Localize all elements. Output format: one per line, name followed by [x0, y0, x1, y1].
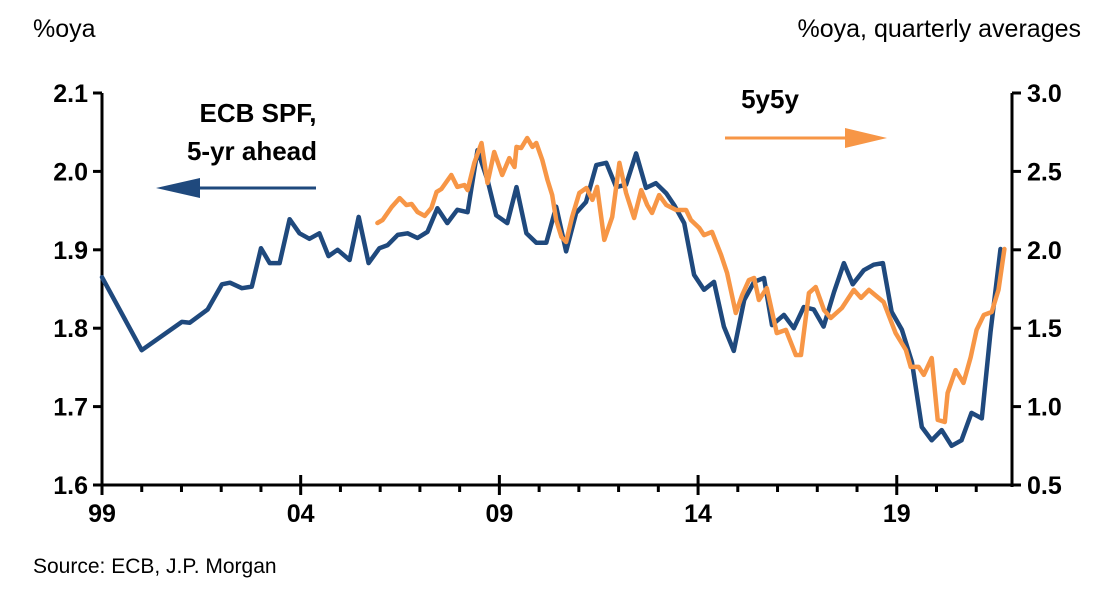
left-tick-label: 1.6: [53, 472, 88, 500]
left-tick-label: 2.1: [53, 80, 88, 108]
x-tick-label: 04: [287, 500, 315, 528]
series-line-5y5y: [375, 135, 1007, 425]
annotation-spf-line1: ECB SPF,: [199, 98, 316, 128]
right-tick-label: 2.0: [1027, 237, 1062, 265]
annotation-5y5y-arrow-head: [845, 128, 887, 148]
right-axis-unit: %oya, quarterly averages: [798, 15, 1081, 43]
x-tick-label: 19: [883, 500, 911, 528]
left-tick-label: 1.8: [53, 315, 88, 343]
right-tick-label: 1.0: [1027, 394, 1062, 422]
right-tick-label: 2.5: [1027, 158, 1062, 186]
right-tick-label: 0.5: [1027, 472, 1062, 500]
x-tick-label: 14: [684, 500, 712, 528]
annotation-spf-line2: 5-yr ahead: [187, 136, 317, 166]
right-tick-label: 1.5: [1027, 315, 1062, 343]
annotation-spf: ECB SPF, 5-yr ahead: [156, 98, 317, 198]
left-axis-unit: %oya: [33, 15, 96, 43]
x-tick-label: 99: [88, 500, 116, 528]
series-lines: [99, 135, 1007, 449]
left-tick-label: 2.0: [53, 158, 88, 186]
left-tick-label: 1.7: [53, 394, 88, 422]
left-tick-label: 1.9: [53, 237, 88, 265]
tick-labels: 1.6 1.7 1.8 1.9 2.0 2.1 0.5 1.0 1.5 2.0 2.5 3.0 99 04…: [53, 80, 1062, 528]
annotation-5y5y-label: 5y5y: [741, 84, 799, 114]
source-note: Source: ECB, J.P. Morgan: [33, 555, 277, 578]
annotation-spf-arrow-head: [156, 178, 200, 198]
right-tick-label: 3.0: [1027, 80, 1062, 108]
axes: [93, 91, 1021, 495]
series-line-ecb-spf: [99, 147, 1003, 449]
annotation-5y5y: 5y5y: [725, 84, 887, 148]
x-tick-label: 09: [485, 500, 513, 528]
